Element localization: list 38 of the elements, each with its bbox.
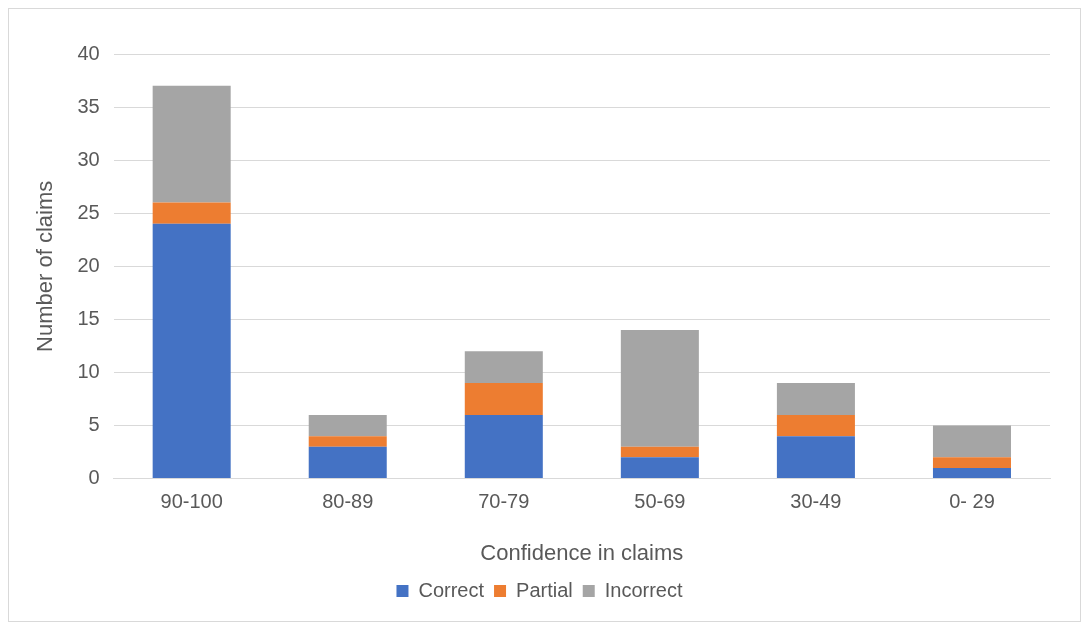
y-tick-label: 0 <box>88 466 100 489</box>
y-tick-label: 15 <box>77 306 100 329</box>
y-axis-title: Number of claims <box>32 180 58 352</box>
bar <box>620 457 699 479</box>
bar <box>932 467 1011 479</box>
bar <box>464 351 543 384</box>
bar <box>620 446 699 458</box>
bar <box>620 329 699 447</box>
bar <box>464 414 543 479</box>
x-tick-label: 50-69 <box>634 490 686 513</box>
bar <box>152 202 231 224</box>
bar <box>308 436 387 447</box>
legend-label: Correct <box>418 578 485 601</box>
x-tick-label: 80-89 <box>322 490 374 513</box>
y-tick-label: 40 <box>77 41 100 64</box>
y-tick-label: 25 <box>77 200 100 223</box>
legend-label: Partial <box>516 578 573 601</box>
bar <box>152 85 231 203</box>
bar <box>776 383 855 415</box>
bar <box>932 425 1011 458</box>
x-tick-label: 70-79 <box>478 490 530 513</box>
bar <box>308 414 387 437</box>
y-tick-label: 10 <box>77 359 100 382</box>
x-tick-label: 30-49 <box>790 490 842 513</box>
bar <box>464 383 543 415</box>
y-tick-label: 5 <box>88 413 100 436</box>
bar <box>776 414 855 437</box>
bar <box>152 223 231 479</box>
legend-label: Incorrect <box>604 578 683 601</box>
bar <box>308 446 387 479</box>
y-tick-label: 30 <box>77 147 100 170</box>
y-tick-label: 35 <box>77 94 100 117</box>
x-tick-label: 0- 29 <box>949 490 995 513</box>
y-tick-label: 20 <box>77 253 100 276</box>
bar <box>932 457 1011 468</box>
x-axis-title: Confidence in claims <box>480 539 684 565</box>
x-tick-label: 90-100 <box>160 490 223 513</box>
bar <box>776 436 855 479</box>
